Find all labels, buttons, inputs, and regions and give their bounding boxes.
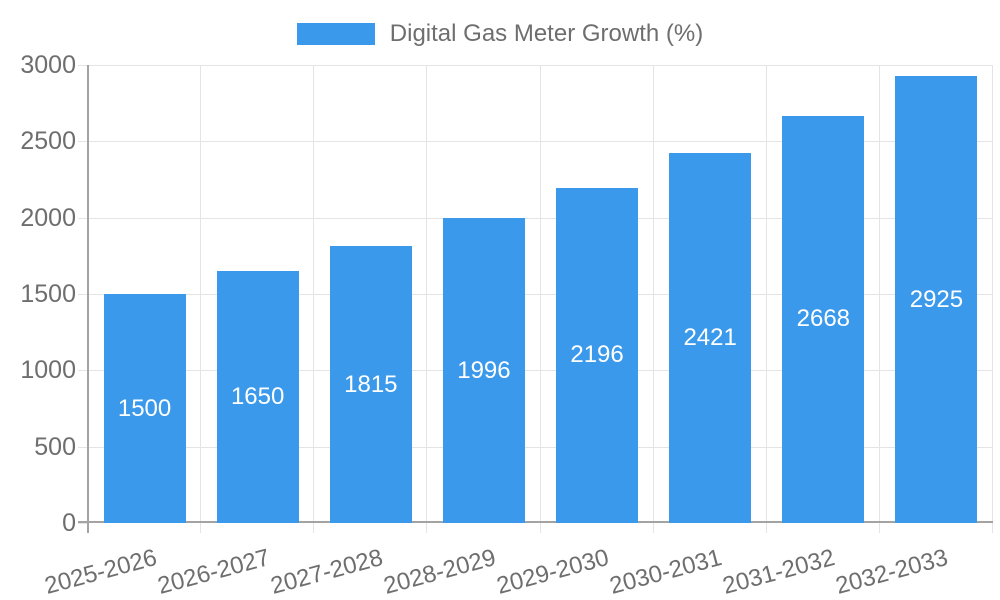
x-tick-mark (879, 523, 880, 533)
gridline-vertical (766, 65, 767, 523)
bar-value-label: 2421 (683, 324, 737, 352)
y-axis-line (87, 65, 89, 533)
gridline-horizontal (78, 65, 993, 66)
gridline-horizontal (78, 141, 993, 142)
bar (556, 187, 639, 523)
bar (782, 115, 865, 523)
bar (442, 218, 525, 523)
x-tick-mark (313, 523, 314, 533)
bar (895, 76, 978, 523)
x-tick-mark (653, 523, 654, 533)
legend-swatch (296, 23, 375, 45)
gridline-vertical (313, 65, 314, 523)
legend[interactable]: Digital Gas Meter Growth (%) (0, 20, 1000, 48)
gridline-vertical (540, 65, 541, 523)
bar-value-label: 2668 (796, 305, 851, 333)
bar-value-label: 1500 (117, 394, 172, 422)
bar (669, 153, 752, 523)
y-tick-label: 3000 (20, 51, 76, 79)
y-tick-label: 1000 (20, 356, 76, 384)
x-tick-mark (200, 523, 201, 533)
x-axis-line (78, 521, 993, 523)
y-tick-mark (78, 523, 88, 524)
y-tick-label: 500 (34, 433, 76, 461)
gridline-vertical (653, 65, 654, 523)
bar-value-label: 1815 (344, 370, 398, 398)
bar (329, 245, 412, 523)
legend-label: Digital Gas Meter Growth (%) (389, 20, 704, 47)
y-tick-label: 0 (62, 509, 76, 537)
bar-value-label: 1996 (457, 356, 511, 384)
bar (103, 294, 186, 523)
bar-value-label: 2196 (570, 341, 624, 369)
y-tick-label: 1500 (20, 280, 76, 308)
x-tick-mark (540, 523, 541, 533)
plot-area: 0 500 1000 1500 2000 2500 3000 1500 2025-2026 165… (20, 51, 993, 600)
x-tick-mark (992, 523, 993, 533)
x-tick-mark (426, 523, 427, 533)
bar-value-label: 2925 (909, 285, 964, 313)
gridline-horizontal (78, 447, 993, 448)
gridline-vertical (426, 65, 427, 523)
gridline-horizontal (78, 370, 993, 371)
gridline-horizontal (78, 294, 993, 295)
y-tick-label: 2500 (20, 127, 76, 155)
y-tick-label: 2000 (20, 204, 76, 232)
gridline-vertical (200, 65, 201, 523)
gridline-vertical (992, 65, 993, 523)
bar-value-label: 1650 (230, 383, 285, 410)
gridline-horizontal (78, 218, 993, 219)
bar (216, 271, 299, 523)
x-tick-mark (766, 523, 767, 533)
gridline-vertical (879, 65, 880, 523)
